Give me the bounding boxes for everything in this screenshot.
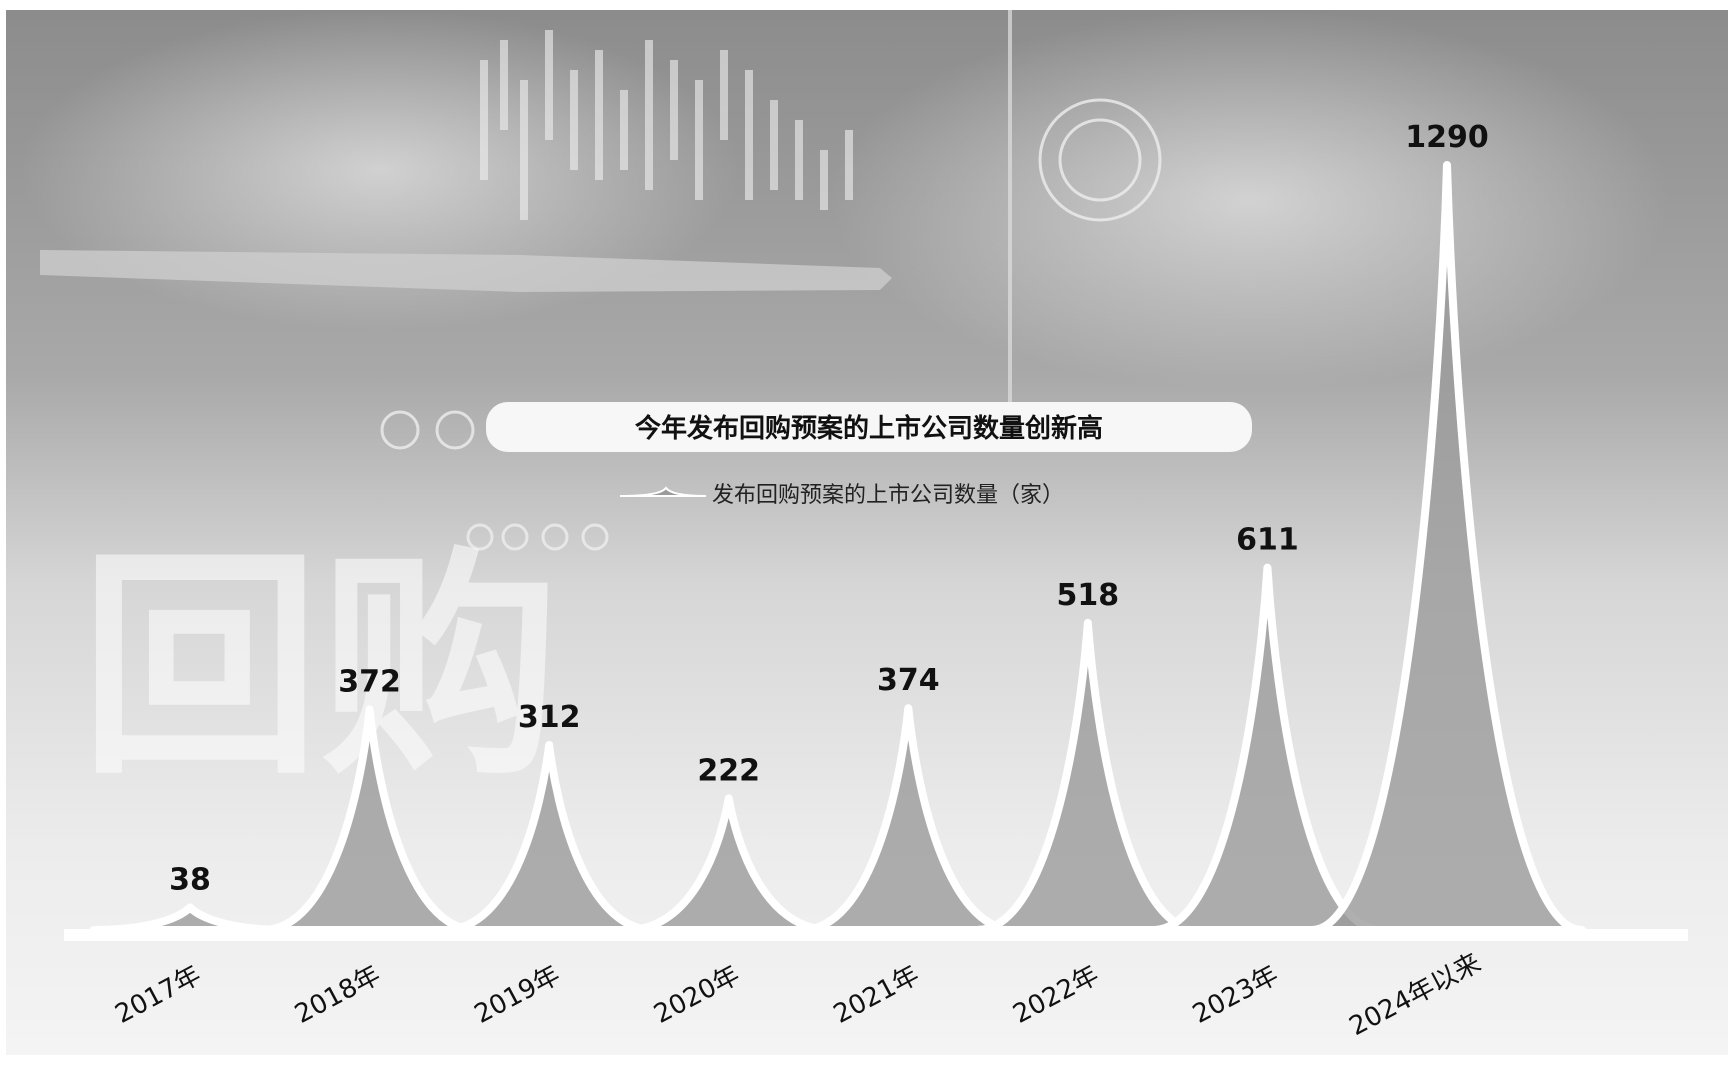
area-peak-2 [259,705,481,934]
area-peak-6 [972,618,1203,934]
area-peak-7 [1149,563,1386,934]
candlestick-decoration [480,30,853,220]
area-peak-5 [797,704,1019,934]
area-peak-4 [622,794,835,934]
circle-decoration [380,98,1162,551]
series-areas [89,161,1586,934]
data-label-5: 374 [877,663,940,698]
chart-title: 今年发布回购预案的上市公司数量创新高 [635,413,1103,444]
watermark-text: 回购 [80,527,560,807]
legend-label: 发布回购预案的上市公司数量（家） [712,483,1064,508]
data-label-2: 372 [338,664,401,699]
data-label-4: 222 [697,753,760,788]
photo-glow-right [830,10,1670,390]
data-label-6: 518 [1057,578,1120,613]
photo-glow-left [20,10,740,330]
photo-vertical-line [1008,10,1012,410]
title-banner [486,402,1252,452]
area-peak-8 [1308,161,1586,934]
baseline [64,929,1688,941]
area-peak-3 [440,740,658,934]
pen-shape [40,250,892,292]
data-label-3: 312 [518,700,581,735]
value-labels: 38 372 312 222 374 518 611 1290 [169,120,1489,897]
data-label-7: 611 [1236,523,1299,558]
data-label-1: 38 [169,862,211,897]
legend-swatch [619,486,707,497]
area-peak-1 [89,903,291,934]
legend: 发布回购预案的上市公司数量（家） [619,483,1064,508]
data-label-8: 1290 [1405,120,1489,155]
